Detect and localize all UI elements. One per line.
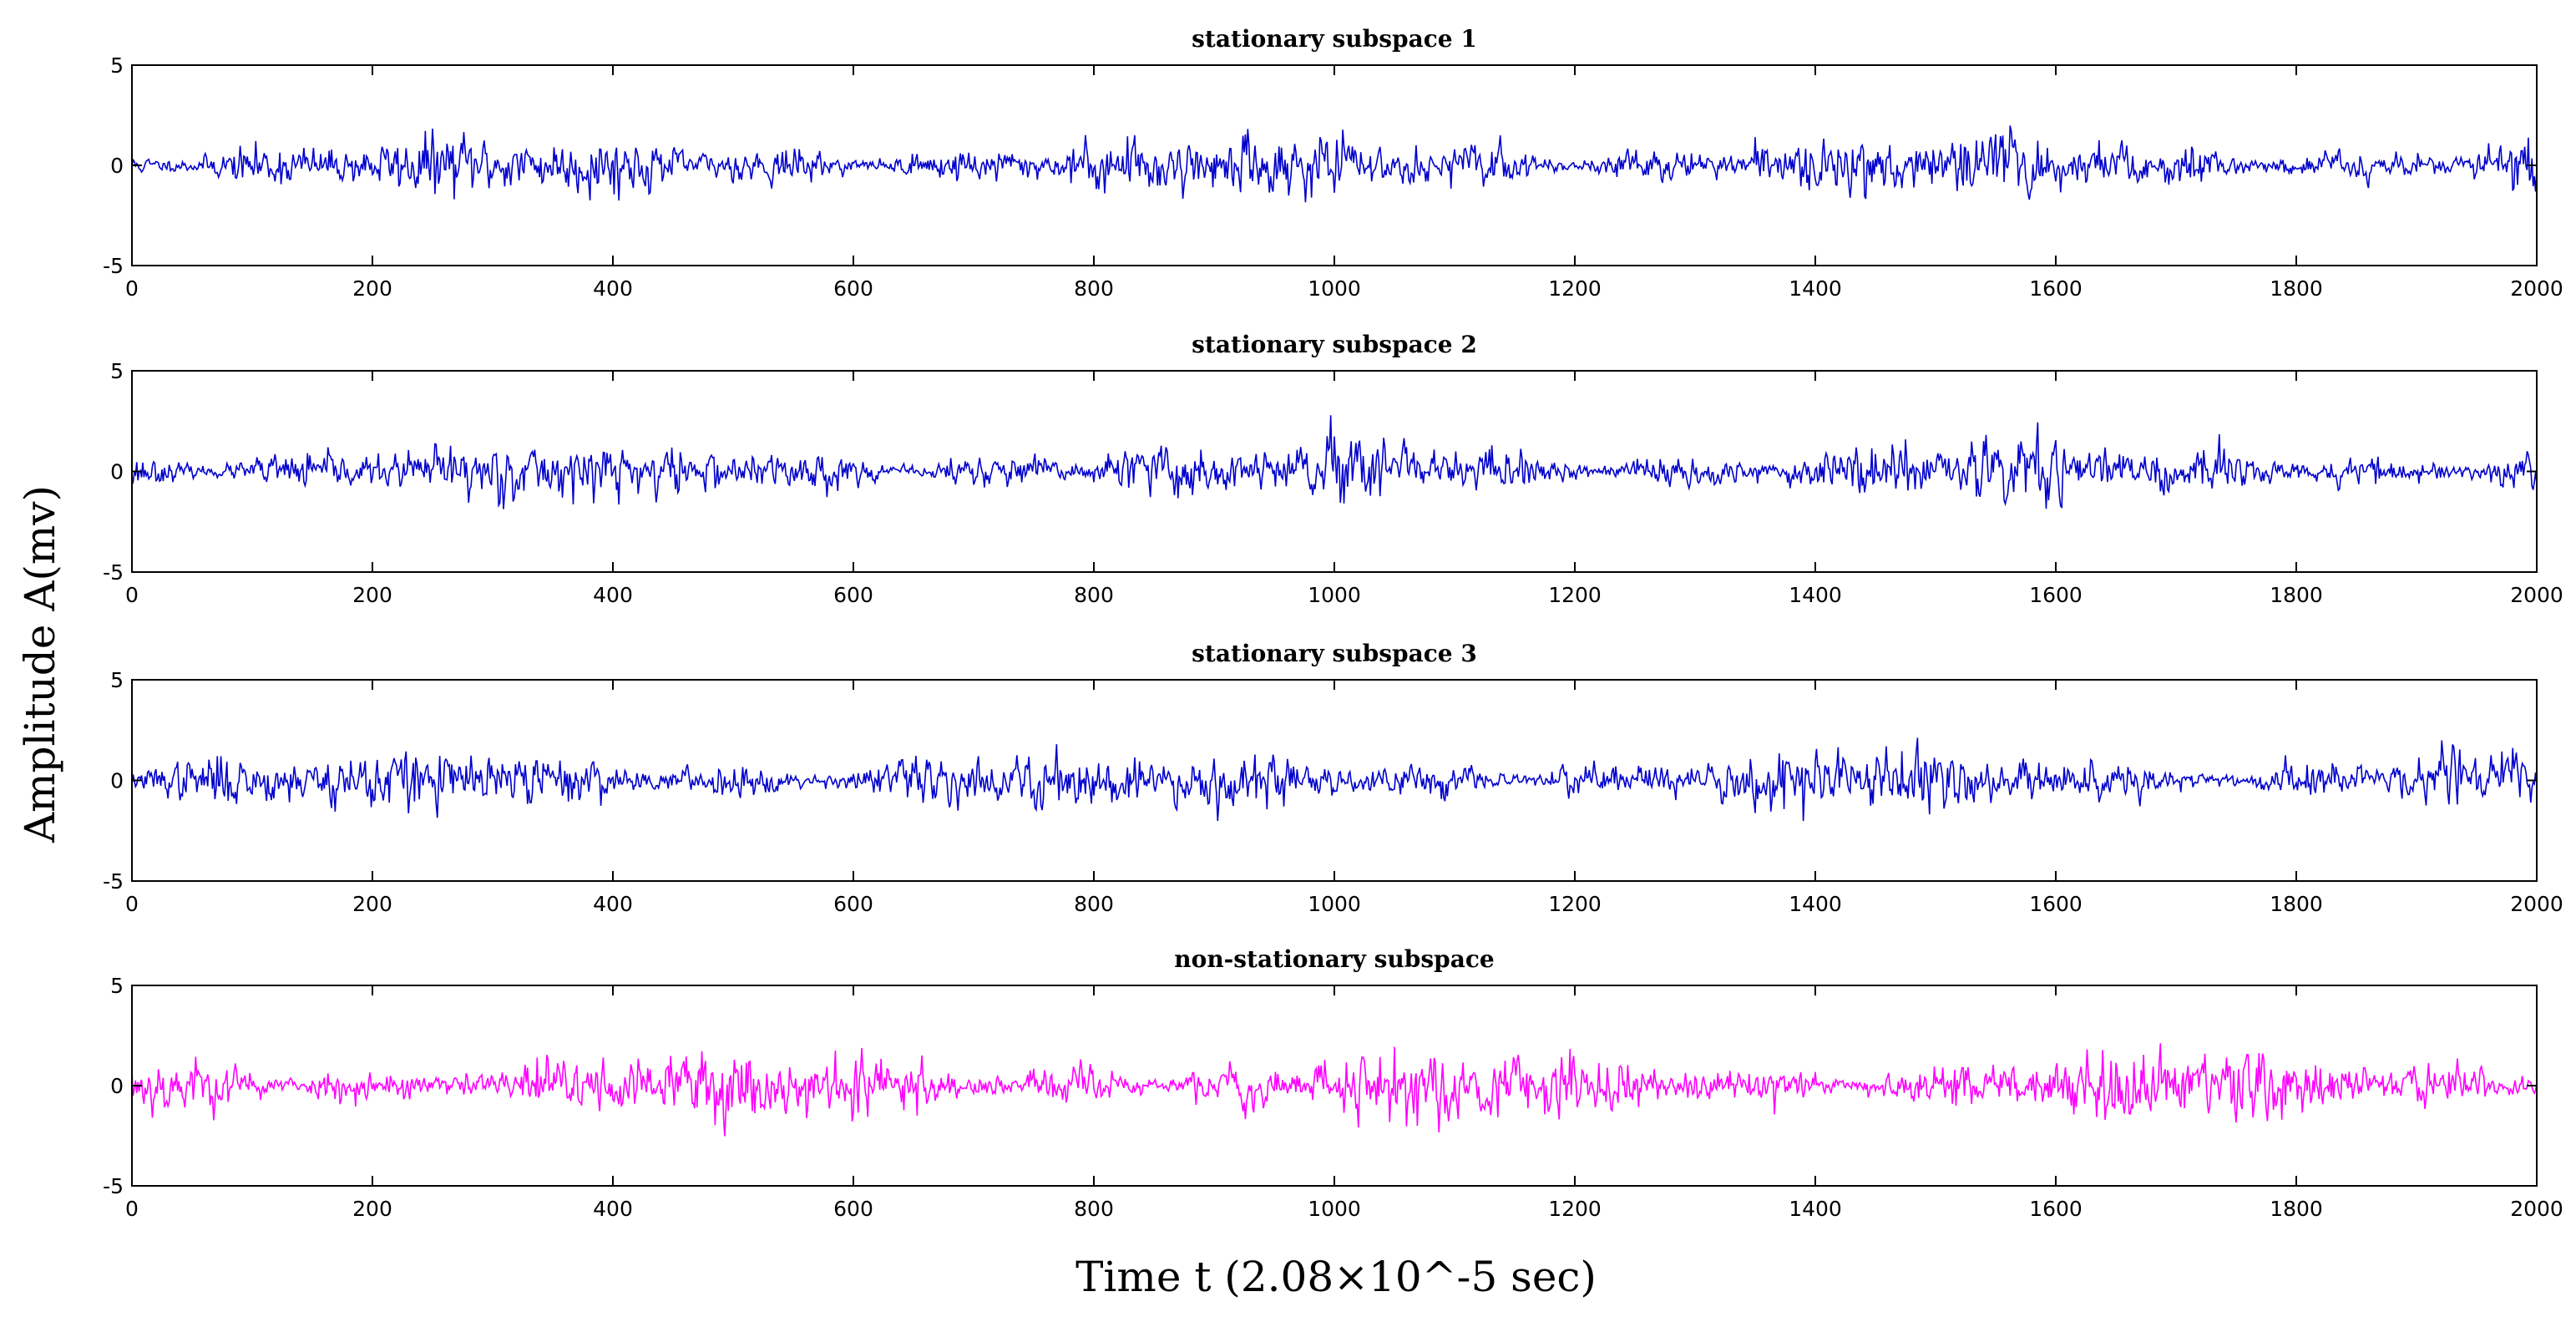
- x-tick-label: 1200: [1548, 583, 1602, 607]
- x-tick-label: 600: [833, 276, 873, 301]
- x-tick-label: 2000: [2510, 1197, 2563, 1221]
- y-tick-label: -5: [103, 560, 124, 585]
- x-tick-label: 0: [125, 1197, 139, 1221]
- signal-line: [131, 737, 2538, 822]
- x-tick-label: 200: [352, 276, 392, 301]
- x-tick-label: 600: [833, 583, 873, 607]
- x-tick-label: 1400: [1789, 1197, 1842, 1221]
- x-tick-label: 400: [593, 276, 633, 301]
- x-tick-label: 1000: [1308, 892, 1361, 916]
- x-tick-label: 1800: [2270, 1197, 2323, 1221]
- y-tick-label: -5: [103, 254, 124, 278]
- x-tick-label: 1600: [2029, 892, 2083, 916]
- y-tick-label: -5: [103, 869, 124, 894]
- subplot-title: non-stationary subspace: [1174, 945, 1494, 973]
- x-tick-label: 1200: [1548, 1197, 1602, 1221]
- y-tick-label: 5: [110, 359, 124, 383]
- x-tick-label: 200: [352, 583, 392, 607]
- x-tick-label: 400: [593, 892, 633, 916]
- x-tick-label: 800: [1074, 276, 1114, 301]
- axes-frame: [131, 64, 2538, 266]
- x-tick-label: 1400: [1789, 583, 1842, 607]
- x-tick-label: 200: [352, 1197, 392, 1221]
- x-tick-label: 1200: [1548, 276, 1602, 301]
- x-tick-label: 1000: [1308, 1197, 1361, 1221]
- x-tick-label: 400: [593, 1197, 633, 1221]
- x-tick-label: 600: [833, 1197, 873, 1221]
- subplot-3: stationary subspace 3 0 200 400 600 800 1000 12…: [103, 640, 2563, 916]
- subplot-1: stationary subspace 1 0 200 400 600 800 1000 12…: [103, 25, 2563, 301]
- y-tick-label: 0: [110, 154, 124, 178]
- y-tick-label: 5: [110, 53, 124, 78]
- y-tick-label: 0: [110, 460, 124, 484]
- x-tick-label: 1000: [1308, 276, 1361, 301]
- subplot-title: stationary subspace 2: [1192, 331, 1477, 358]
- y-tick-label: 5: [110, 668, 124, 692]
- x-tick-label: 1000: [1308, 583, 1361, 607]
- x-tick-label: 800: [1074, 892, 1114, 916]
- x-tick-label: 800: [1074, 1197, 1114, 1221]
- x-tick-label: 2000: [2510, 276, 2563, 301]
- signal-line: [131, 415, 2538, 509]
- x-tick-label: 2000: [2510, 583, 2563, 607]
- x-axis-label: Time t (2.08×10^-5 sec): [1075, 1253, 1597, 1301]
- y-axis-label: Amplitude A(mv): [16, 484, 64, 843]
- x-tick-label: 0: [125, 276, 139, 301]
- x-tick-label: 1600: [2029, 1197, 2083, 1221]
- x-tick-label: 1200: [1548, 892, 1602, 916]
- x-tick-label: 1800: [2270, 276, 2323, 301]
- x-tick-label: 1600: [2029, 276, 2083, 301]
- x-tick-label: 1600: [2029, 583, 2083, 607]
- y-tick-label: 0: [110, 769, 124, 793]
- x-tick-label: 0: [125, 583, 139, 607]
- x-tick-label: 400: [593, 583, 633, 607]
- y-tick-label: 0: [110, 1074, 124, 1098]
- signal-line: [131, 125, 2538, 203]
- x-tick-label: 200: [352, 892, 392, 916]
- y-tick-label: 5: [110, 974, 124, 998]
- y-tick-label: -5: [103, 1174, 124, 1198]
- x-tick-label: 1400: [1789, 276, 1842, 301]
- x-tick-label: 800: [1074, 583, 1114, 607]
- subplot-title: stationary subspace 3: [1192, 640, 1477, 667]
- subplot-2: stationary subspace 2 0 200 400 600 800 1000 12…: [103, 331, 2563, 607]
- subplot-4: non-stationary subspace 0 200 400 600 800 1000…: [103, 945, 2563, 1221]
- x-tick-label: 2000: [2510, 892, 2563, 916]
- x-tick-label: 600: [833, 892, 873, 916]
- subplot-title: stationary subspace 1: [1192, 25, 1477, 53]
- x-tick-label: 0: [125, 892, 139, 916]
- x-tick-label: 1800: [2270, 583, 2323, 607]
- x-tick-label: 1800: [2270, 892, 2323, 916]
- x-tick-label: 1400: [1789, 892, 1842, 916]
- signal-line: [131, 1043, 2538, 1137]
